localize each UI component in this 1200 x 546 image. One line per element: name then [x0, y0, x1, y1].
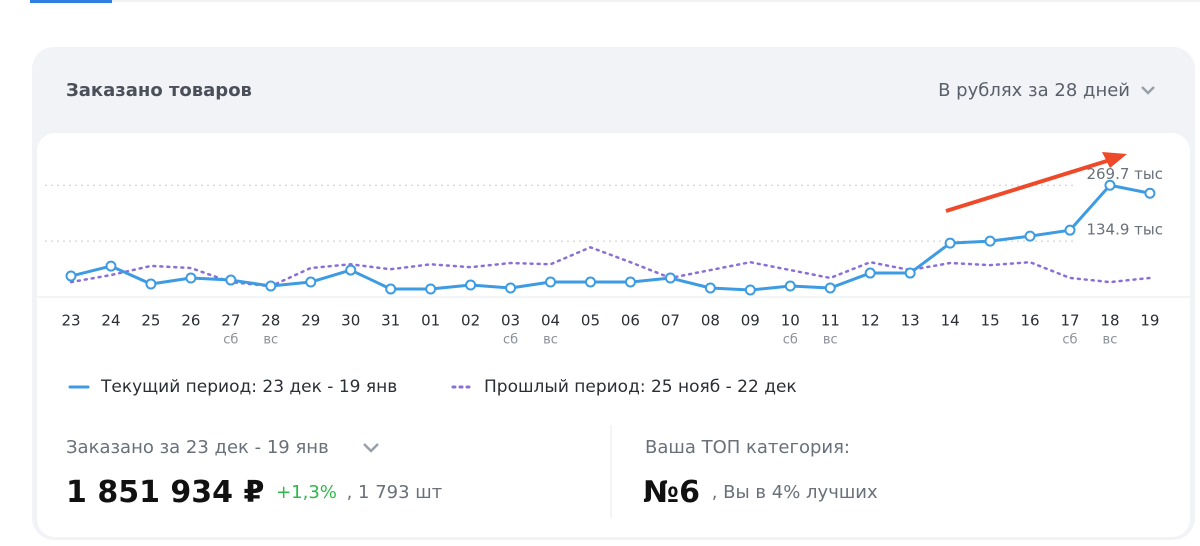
- x-tick-label: 05: [581, 312, 600, 330]
- series-line: [69, 183, 1152, 292]
- y-tick-label: 134.9 тыс: [1086, 221, 1163, 239]
- point: [984, 235, 996, 247]
- tab-indicator: [30, 0, 112, 3]
- arrow-head: [1102, 152, 1127, 168]
- point: [704, 282, 716, 294]
- point: [465, 279, 477, 291]
- point: [824, 282, 836, 294]
- x-tick-label: 14: [941, 312, 960, 330]
- x-tick-label: 06: [621, 312, 640, 330]
- day-label: вс: [543, 333, 558, 348]
- x-tick-label: 26: [181, 312, 200, 330]
- day-label: сб: [783, 333, 798, 348]
- day-label: сб: [503, 333, 518, 348]
- x-tick-label: 30: [341, 312, 360, 330]
- top-line: №6 , Вы в 4% лучших: [643, 475, 878, 510]
- x-tick-label: 08: [701, 312, 720, 330]
- point: [305, 276, 317, 288]
- chart: 134.9 тыс 269.7 тыс 23 24 25 26 27 сб 28 вс 29 30 31…: [45, 165, 1163, 348]
- summary-line: 1 851 934 ₽ +1,3% , 1 793 шт: [66, 475, 442, 510]
- point: [425, 283, 437, 295]
- point: [864, 267, 876, 279]
- point: [225, 274, 237, 286]
- day-label: вс: [1103, 333, 1118, 348]
- point: [385, 283, 397, 295]
- point: [545, 276, 557, 288]
- x-tick-label: 29: [301, 312, 320, 330]
- ordered-label[interactable]: Заказано за 23 дек - 19 янв: [66, 437, 329, 458]
- day-label: сб: [223, 333, 238, 348]
- point: [744, 284, 756, 296]
- point: [185, 272, 197, 284]
- point: [944, 237, 956, 249]
- point: [904, 267, 916, 279]
- x-tick-label: 16: [1020, 312, 1039, 330]
- point: [145, 278, 157, 290]
- point: [664, 272, 676, 284]
- point: [624, 276, 636, 288]
- change: +1,3%: [276, 482, 337, 503]
- x-tick-label: 23: [61, 312, 80, 330]
- x-tick-label: 17: [1060, 312, 1079, 330]
- point: [1064, 224, 1076, 236]
- point: [784, 280, 796, 292]
- period-selector[interactable]: В рублях за 28 дней: [938, 80, 1130, 101]
- point: [1144, 187, 1156, 199]
- x-tick-label: 11: [821, 312, 840, 330]
- x-tick-label: 31: [381, 312, 400, 330]
- point: [345, 264, 357, 276]
- x-tick-label: 10: [781, 312, 800, 330]
- x-tick-label: 13: [901, 312, 920, 330]
- x-tick-label: 09: [741, 312, 760, 330]
- point: [105, 260, 117, 272]
- chart-panel: [37, 133, 1190, 537]
- legend-label: Прошлый период: 25 нояб - 22 дек: [484, 377, 797, 397]
- chevron[interactable]: [363, 443, 379, 453]
- point: [1024, 230, 1036, 242]
- day-label: вс: [263, 333, 278, 348]
- annotation-arrow: [945, 158, 1111, 213]
- point: [584, 276, 596, 288]
- point: [1104, 179, 1116, 191]
- chevron[interactable]: [1141, 86, 1155, 95]
- x-tick-label: 07: [661, 312, 680, 330]
- point: [505, 282, 517, 294]
- x-tick-label: 19: [1140, 312, 1159, 330]
- top-label: Ваша ТОП категория:: [645, 437, 850, 458]
- amount: 1 851 934 ₽: [66, 475, 264, 510]
- x-tick-label: 01: [421, 312, 440, 330]
- day-label: сб: [1062, 333, 1077, 348]
- x-tick-label: 18: [1100, 312, 1119, 330]
- y-tick-label: 269.7 тыс: [1086, 165, 1163, 183]
- top-rank: №6: [643, 475, 700, 510]
- legend-label: Текущий период: 23 дек - 19 янв: [100, 377, 397, 397]
- x-tick-label: 03: [501, 312, 520, 330]
- card-title: Заказано товаров: [66, 80, 252, 101]
- point: [65, 270, 77, 282]
- x-tick-label: 28: [261, 312, 280, 330]
- x-tick-label: 02: [461, 312, 480, 330]
- x-tick-label: 24: [101, 312, 120, 330]
- units: , 1 793 шт: [347, 482, 443, 503]
- top-note: , Вы в 4% лучших: [712, 482, 878, 503]
- x-tick-label: 15: [981, 312, 1000, 330]
- point: [265, 280, 277, 292]
- x-tick-label: 04: [541, 312, 560, 330]
- x-tick-label: 12: [861, 312, 880, 330]
- x-tick-label: 27: [221, 312, 240, 330]
- day-label: вс: [823, 333, 838, 348]
- x-tick-label: 25: [141, 312, 160, 330]
